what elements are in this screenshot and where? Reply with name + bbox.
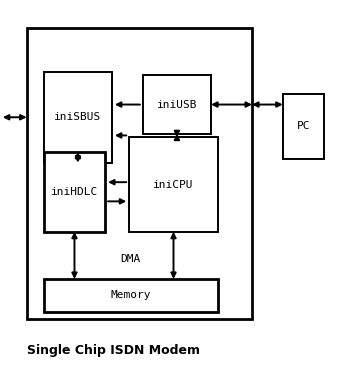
Text: iniCPU: iniCPU [153, 179, 194, 190]
Text: Single Chip ISDN Modem: Single Chip ISDN Modem [27, 344, 200, 358]
Bar [44, 72, 112, 163]
Text: iniSBUS: iniSBUS [54, 112, 102, 122]
Text: PC: PC [296, 121, 310, 131]
Bar [283, 94, 324, 159]
Bar [44, 279, 218, 312]
Bar [143, 76, 211, 134]
Text: DMA: DMA [121, 254, 141, 264]
Text: iniUSB: iniUSB [156, 100, 197, 110]
Bar [129, 137, 218, 232]
Bar [44, 152, 105, 232]
Text: Memory: Memory [111, 290, 151, 300]
Bar [27, 28, 252, 319]
Text: iniHDLC: iniHDLC [51, 187, 98, 197]
